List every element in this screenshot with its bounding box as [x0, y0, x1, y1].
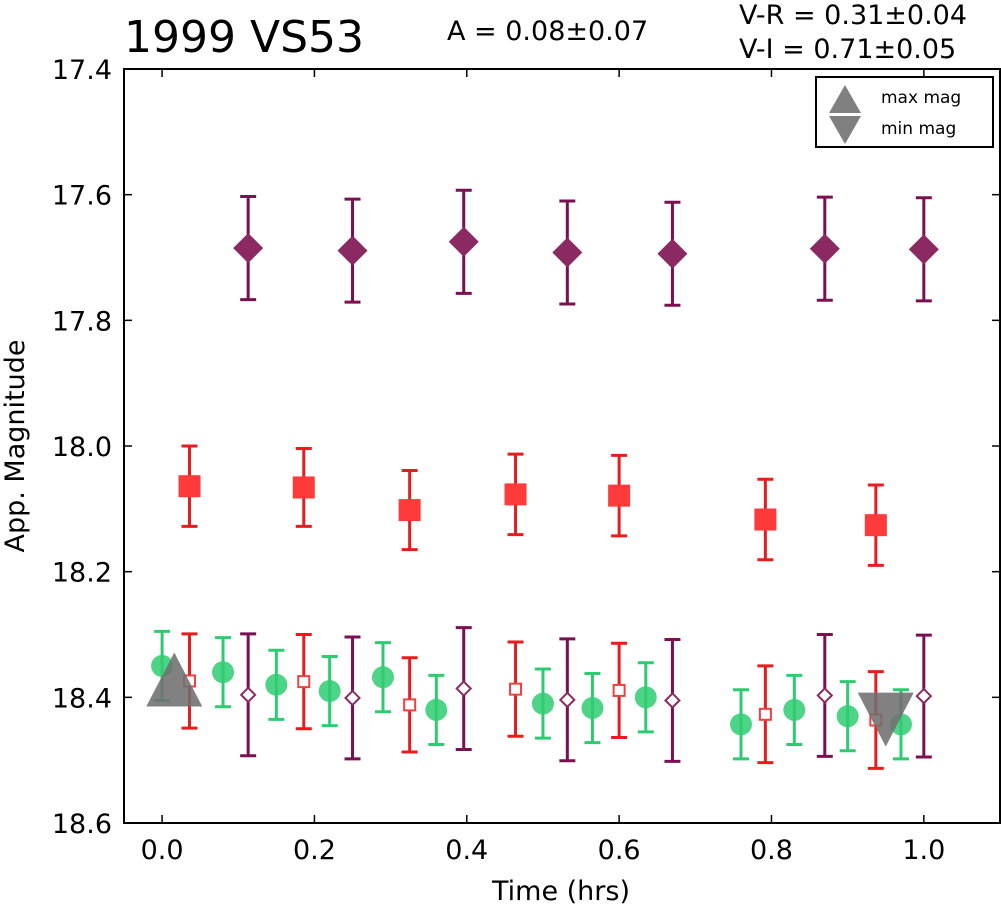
axis-ticks: 0.0 0.2 0.4 0.6 0.8 1.0 17.4 17.6 17.8 18.0 18.2 18…: [52, 55, 1000, 866]
amplitude-annotation: A = 0.08±0.07: [447, 16, 649, 47]
circle-point: [581, 697, 604, 720]
x-tick-label: 0.0: [141, 835, 184, 866]
y-tick-label: 17.6: [52, 181, 112, 212]
x-tick-label: 0.8: [750, 835, 793, 866]
circle-point: [783, 698, 806, 721]
diamond-point: [552, 237, 583, 268]
open-diamond-point: [455, 680, 473, 697]
square-point: [754, 508, 777, 531]
square-point: [864, 514, 887, 537]
y-tick-label: 18.0: [52, 432, 112, 463]
min-mag-marker: [857, 692, 914, 747]
open-square-point: [758, 707, 772, 721]
open-square-point: [403, 698, 417, 712]
open-square-point: [509, 682, 523, 696]
x-tick-label: 1.0: [902, 835, 945, 866]
x-tick-label: 0.4: [445, 835, 488, 866]
circle-point: [836, 705, 859, 728]
circle-point: [371, 666, 394, 689]
circle-point: [265, 673, 288, 696]
circle-point: [212, 661, 235, 684]
open-diamond-point: [816, 687, 834, 704]
y-tick-label: 18.6: [52, 809, 112, 840]
square-point: [608, 484, 631, 507]
open-diamond-point: [915, 687, 933, 705]
open-diamond-point: [239, 686, 257, 704]
chart-title: 1999 VS53: [124, 12, 364, 63]
diamond-point: [908, 234, 939, 265]
max-mag-marker: [146, 652, 203, 707]
legend-max-marker: [829, 85, 861, 113]
x-tick-label: 0.6: [598, 835, 641, 866]
legend-max-label: max mag: [881, 88, 961, 108]
open-square-point: [612, 683, 626, 697]
open-square-point: [297, 675, 311, 689]
square-point: [504, 483, 527, 506]
circle-point: [634, 686, 657, 709]
y-tick-label: 17.4: [52, 55, 112, 86]
diamond-point: [657, 238, 688, 269]
y-axis-label: App. Magnitude: [0, 340, 31, 553]
circle-point: [425, 698, 448, 721]
y-tick-label: 17.8: [52, 306, 112, 337]
circle-point: [531, 692, 554, 715]
y-tick-label: 18.4: [52, 683, 112, 714]
diamond-point: [337, 235, 368, 266]
circle-point: [730, 713, 753, 736]
diamond-point: [809, 233, 840, 264]
square-point: [178, 475, 201, 498]
v-i-annotation: V-I = 0.71±0.05: [739, 34, 957, 65]
square-point: [398, 499, 421, 522]
diamond-point: [448, 226, 479, 257]
open-diamond-point: [664, 692, 681, 709]
open-diamond-point: [344, 689, 361, 707]
circle-point: [318, 680, 341, 703]
v-r-annotation: V-R = 0.31±0.04: [739, 0, 968, 31]
square-point: [292, 476, 315, 499]
x-axis-label: Time (hrs): [491, 876, 630, 904]
open-diamond-point: [558, 691, 576, 709]
y-tick-label: 18.2: [52, 558, 112, 589]
x-tick-label: 0.2: [293, 835, 336, 866]
legend: max mag min mag: [815, 76, 994, 148]
legend-min-marker: [829, 116, 861, 144]
legend-min-label: min mag: [881, 119, 956, 139]
data-marks: [146, 188, 939, 770]
diamond-point: [233, 233, 264, 264]
